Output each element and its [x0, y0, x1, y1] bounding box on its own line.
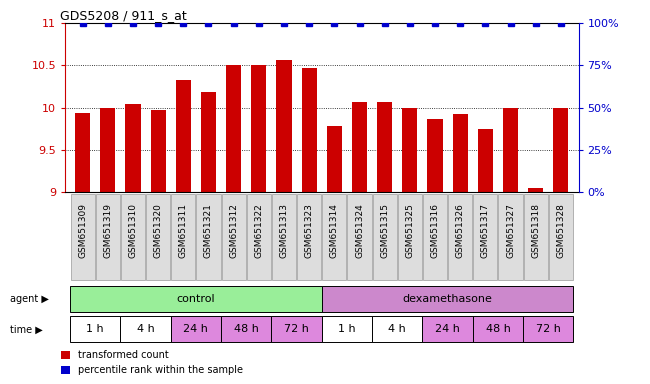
Text: GSM651323: GSM651323: [305, 203, 314, 258]
Text: control: control: [177, 293, 215, 304]
FancyBboxPatch shape: [347, 194, 372, 280]
Bar: [176, 81, 191, 192]
Bar: [100, 108, 115, 192]
Bar: [125, 104, 140, 192]
Text: 72 h: 72 h: [536, 324, 561, 334]
Text: dexamethasone: dexamethasone: [402, 293, 493, 304]
FancyBboxPatch shape: [422, 316, 473, 342]
FancyBboxPatch shape: [322, 194, 346, 280]
FancyBboxPatch shape: [221, 316, 272, 342]
Text: 4 h: 4 h: [136, 324, 155, 334]
Text: GSM651321: GSM651321: [204, 203, 213, 258]
Text: GSM651313: GSM651313: [280, 203, 289, 258]
Text: GSM651316: GSM651316: [430, 203, 439, 258]
Text: GSM651309: GSM651309: [78, 203, 87, 258]
FancyBboxPatch shape: [448, 194, 473, 280]
FancyBboxPatch shape: [120, 316, 171, 342]
Text: GSM651322: GSM651322: [254, 203, 263, 258]
FancyBboxPatch shape: [549, 194, 573, 280]
Text: GSM651326: GSM651326: [456, 203, 465, 258]
FancyBboxPatch shape: [146, 194, 170, 280]
Bar: [553, 108, 569, 192]
FancyBboxPatch shape: [523, 316, 573, 342]
FancyBboxPatch shape: [473, 316, 523, 342]
Bar: [276, 60, 292, 192]
FancyBboxPatch shape: [222, 194, 246, 280]
Bar: [503, 108, 518, 192]
Bar: [402, 108, 417, 192]
FancyBboxPatch shape: [297, 194, 321, 280]
FancyBboxPatch shape: [272, 194, 296, 280]
Bar: [478, 129, 493, 192]
Text: GSM651328: GSM651328: [556, 203, 566, 258]
Text: 4 h: 4 h: [389, 324, 406, 334]
Text: 48 h: 48 h: [486, 324, 510, 334]
FancyBboxPatch shape: [372, 194, 396, 280]
Text: GSM651315: GSM651315: [380, 203, 389, 258]
Bar: [226, 65, 241, 192]
FancyBboxPatch shape: [423, 194, 447, 280]
FancyBboxPatch shape: [473, 194, 497, 280]
Legend: transformed count, percentile rank within the sample: transformed count, percentile rank withi…: [57, 346, 247, 379]
Text: GSM651327: GSM651327: [506, 203, 515, 258]
Bar: [452, 114, 468, 192]
Bar: [252, 65, 266, 192]
FancyBboxPatch shape: [196, 194, 220, 280]
FancyBboxPatch shape: [96, 194, 120, 280]
FancyBboxPatch shape: [272, 316, 322, 342]
Bar: [327, 126, 342, 192]
FancyBboxPatch shape: [121, 194, 145, 280]
FancyBboxPatch shape: [322, 316, 372, 342]
Text: GSM651320: GSM651320: [153, 203, 162, 258]
FancyBboxPatch shape: [247, 194, 271, 280]
FancyBboxPatch shape: [171, 194, 196, 280]
Text: agent ▶: agent ▶: [10, 293, 49, 304]
Text: 72 h: 72 h: [284, 324, 309, 334]
FancyBboxPatch shape: [398, 194, 422, 280]
Text: 1 h: 1 h: [338, 324, 356, 334]
FancyBboxPatch shape: [372, 316, 422, 342]
Text: GSM651311: GSM651311: [179, 203, 188, 258]
Bar: [528, 188, 543, 192]
FancyBboxPatch shape: [499, 194, 523, 280]
Bar: [302, 68, 317, 192]
Text: 48 h: 48 h: [234, 324, 259, 334]
Bar: [377, 103, 392, 192]
Text: 24 h: 24 h: [435, 324, 460, 334]
Text: GSM651312: GSM651312: [229, 203, 238, 258]
Bar: [201, 92, 216, 192]
Bar: [75, 113, 90, 192]
Bar: [151, 110, 166, 192]
FancyBboxPatch shape: [524, 194, 548, 280]
FancyBboxPatch shape: [70, 316, 120, 342]
FancyBboxPatch shape: [322, 286, 573, 311]
FancyBboxPatch shape: [171, 316, 221, 342]
Text: GSM651318: GSM651318: [531, 203, 540, 258]
FancyBboxPatch shape: [70, 286, 322, 311]
Text: 24 h: 24 h: [183, 324, 209, 334]
FancyBboxPatch shape: [71, 194, 95, 280]
Text: 1 h: 1 h: [86, 324, 104, 334]
Text: GSM651314: GSM651314: [330, 203, 339, 258]
Text: GDS5208 / 911_s_at: GDS5208 / 911_s_at: [60, 9, 187, 22]
Text: GSM651324: GSM651324: [355, 203, 364, 258]
Text: GSM651319: GSM651319: [103, 203, 112, 258]
Bar: [352, 102, 367, 192]
Text: time ▶: time ▶: [10, 324, 42, 334]
Text: GSM651310: GSM651310: [129, 203, 137, 258]
Bar: [428, 119, 443, 192]
Text: GSM651317: GSM651317: [481, 203, 490, 258]
Text: GSM651325: GSM651325: [406, 203, 414, 258]
